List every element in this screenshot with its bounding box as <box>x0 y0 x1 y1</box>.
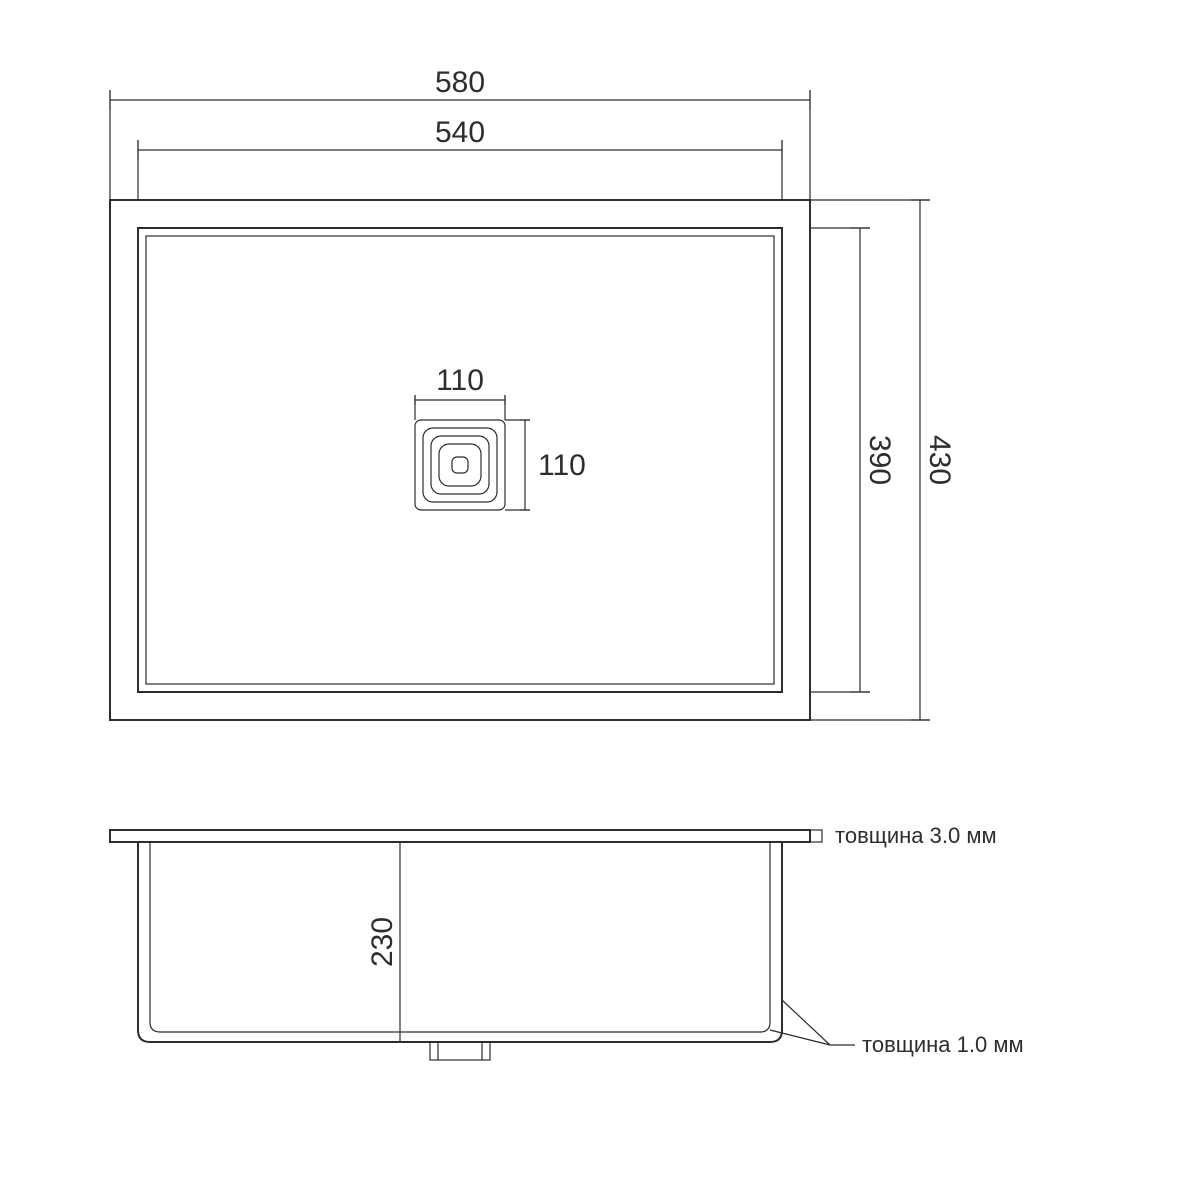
bowl-outer <box>138 842 782 1042</box>
dim-h-inner-label: 390 <box>863 435 896 485</box>
rim-thickness-box <box>810 830 822 842</box>
dim-drain-height: 110 <box>505 420 586 510</box>
dim-h-outer-label: 430 <box>923 435 956 485</box>
note-rim-thickness: товщина 3.0 мм <box>835 823 997 848</box>
dim-w-outer-label: 580 <box>435 66 485 99</box>
dim-width-inner: 540 <box>138 116 782 200</box>
dim-drain-w-label: 110 <box>436 364 484 397</box>
sink-inner-rect <box>138 228 782 692</box>
dim-drain-h-label: 110 <box>538 449 586 482</box>
top-view: 110 110 540 580 <box>110 66 956 720</box>
drain-stub <box>430 1042 490 1060</box>
dim-depth: 230 <box>366 842 408 1042</box>
bowl-inner <box>150 842 770 1032</box>
dim-depth-label: 230 <box>366 917 399 967</box>
drain-assembly <box>415 420 505 510</box>
note-wall-thickness: товщина 1.0 мм <box>770 1000 1024 1057</box>
dim-w-inner-label: 540 <box>435 116 485 149</box>
sink-bowl-line <box>146 236 774 684</box>
side-view: 230 товщина 3.0 мм товщина 1.0 мм <box>110 823 1024 1060</box>
dimension-drawing: 110 110 540 580 <box>0 0 1200 1200</box>
rim-note-label: товщина 3.0 мм <box>835 823 997 848</box>
wall-note-label: товщина 1.0 мм <box>862 1032 1024 1057</box>
dim-height-inner: 390 <box>810 228 896 692</box>
sink-outer-rect <box>110 200 810 720</box>
dim-drain-width: 110 <box>415 364 505 420</box>
rim-flange <box>110 830 810 842</box>
